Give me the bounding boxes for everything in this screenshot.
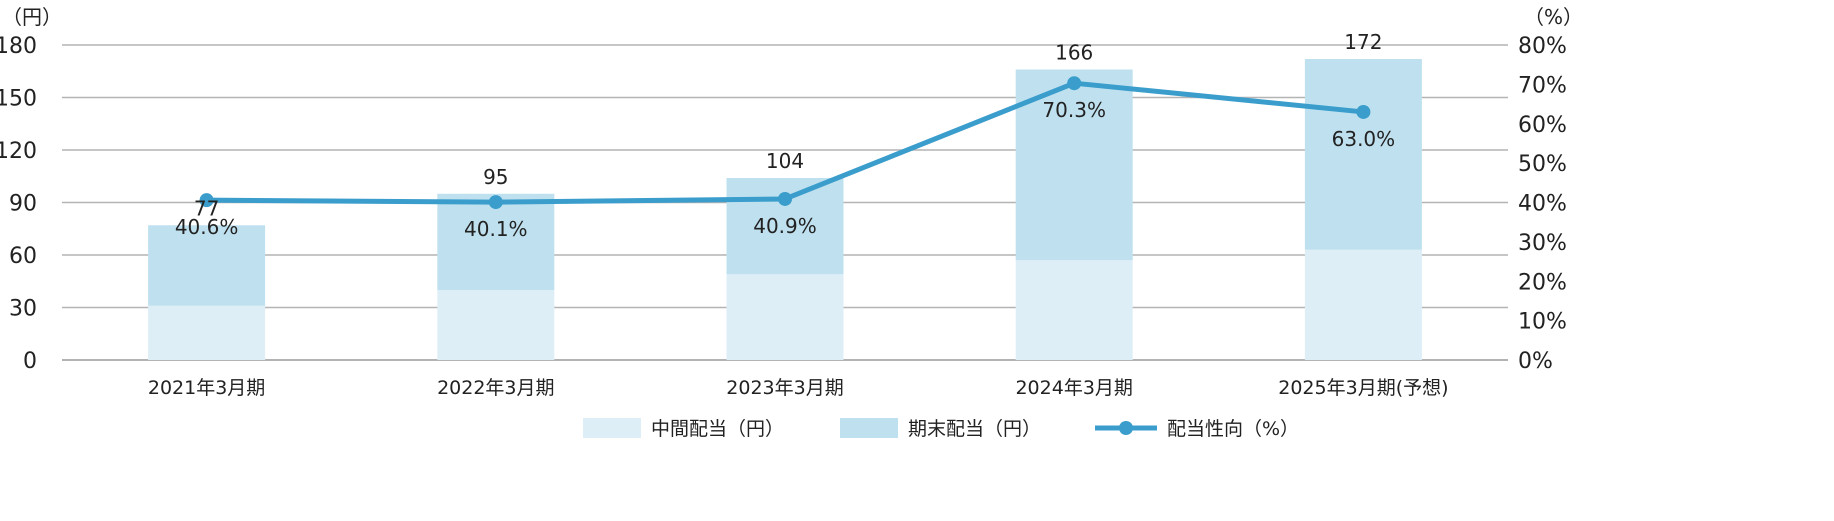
left-axis-tick-label: 120 <box>0 139 37 164</box>
year-end-dividend-bar <box>437 193 555 290</box>
legend: 中間配当（円） 期末配当（円） 配当性向（%） <box>583 418 1299 440</box>
left-axis-tick-label: 150 <box>0 87 37 112</box>
interim-dividend-bar <box>148 305 266 360</box>
interim-dividend-bar <box>1304 249 1422 360</box>
right-axis-tick-label: 20% <box>1518 270 1567 295</box>
year-end-dividend-bar <box>148 225 266 306</box>
left-axis-tick-label: 0 <box>23 349 37 374</box>
legend-payout-ratio-label: 配当性向（%） <box>1167 418 1299 440</box>
category-label: 2022年3月期 <box>437 377 554 399</box>
interim-dividend-bar <box>726 274 844 360</box>
right-axis-unit: （%） <box>1524 5 1583 29</box>
category-label: 2023年3月期 <box>726 377 843 399</box>
year-end-dividend-bar <box>1304 59 1422 250</box>
right-axis-tick-label: 50% <box>1518 152 1567 177</box>
left-axis-tick-label: 60 <box>9 244 37 269</box>
legend-interim-label: 中間配当（円） <box>651 418 784 440</box>
category-label: 2024年3月期 <box>1015 377 1132 399</box>
right-axis-tick-label: 10% <box>1518 310 1567 335</box>
right-axis-tick-label: 70% <box>1518 73 1567 98</box>
payout-ratio-line <box>199 76 1371 210</box>
interim-dividend-bar <box>437 290 555 360</box>
payout-ratio-point <box>1067 76 1082 91</box>
payout-ratio-label: 40.6% <box>175 215 239 239</box>
left-axis-tick-label: 180 <box>0 34 37 59</box>
left-axis-tick-label: 90 <box>9 192 37 217</box>
category-label: 2025年3月期(予想) <box>1278 377 1448 399</box>
payout-ratio-point <box>488 195 503 210</box>
payout-ratio-label: 63.0% <box>1332 127 1396 151</box>
left-axis-tick-label: 30 <box>9 297 37 322</box>
legend-interim-swatch <box>583 418 641 438</box>
right-axis-tick-label: 60% <box>1518 113 1567 138</box>
payout-ratio-label: 40.9% <box>753 214 817 238</box>
right-axis-tick-label: 80% <box>1518 34 1567 59</box>
right-axis-tick-label: 30% <box>1518 231 1567 256</box>
left-axis-unit: （円） <box>2 5 62 29</box>
axes: 0 30 60 90 120 150 180 （円） 0% 10% 20% 30% 40% 50% 60% 7… <box>0 5 1583 399</box>
bars <box>148 59 1422 360</box>
payout-ratio-label: 70.3% <box>1042 98 1106 122</box>
dividend-total-label: 77 <box>194 196 219 220</box>
payout-ratio-point <box>1356 104 1371 119</box>
payout-ratio-label: 40.1% <box>464 217 528 241</box>
payout-ratio-point <box>778 191 792 206</box>
category-label: 2021年3月期 <box>148 377 265 399</box>
dividend-total-label: 172 <box>1344 30 1382 54</box>
interim-dividend-bar <box>1015 260 1133 360</box>
dividend-total-label: 95 <box>483 165 508 189</box>
data-labels: 77 95 104 166 172 40.6% 40.1% 40.9% 70.3% 63.0% <box>175 30 1395 241</box>
payout-ratio-point <box>199 193 214 208</box>
dividend-total-label: 104 <box>766 149 804 173</box>
legend-payout-ratio-swatch-marker <box>1119 421 1133 435</box>
right-axis-tick-label: 0% <box>1518 349 1553 374</box>
right-axis-tick-label: 40% <box>1518 192 1567 217</box>
dividend-total-label: 166 <box>1055 41 1093 65</box>
legend-year-end-swatch <box>840 418 898 438</box>
legend-year-end-label: 期末配当（円） <box>908 418 1041 440</box>
